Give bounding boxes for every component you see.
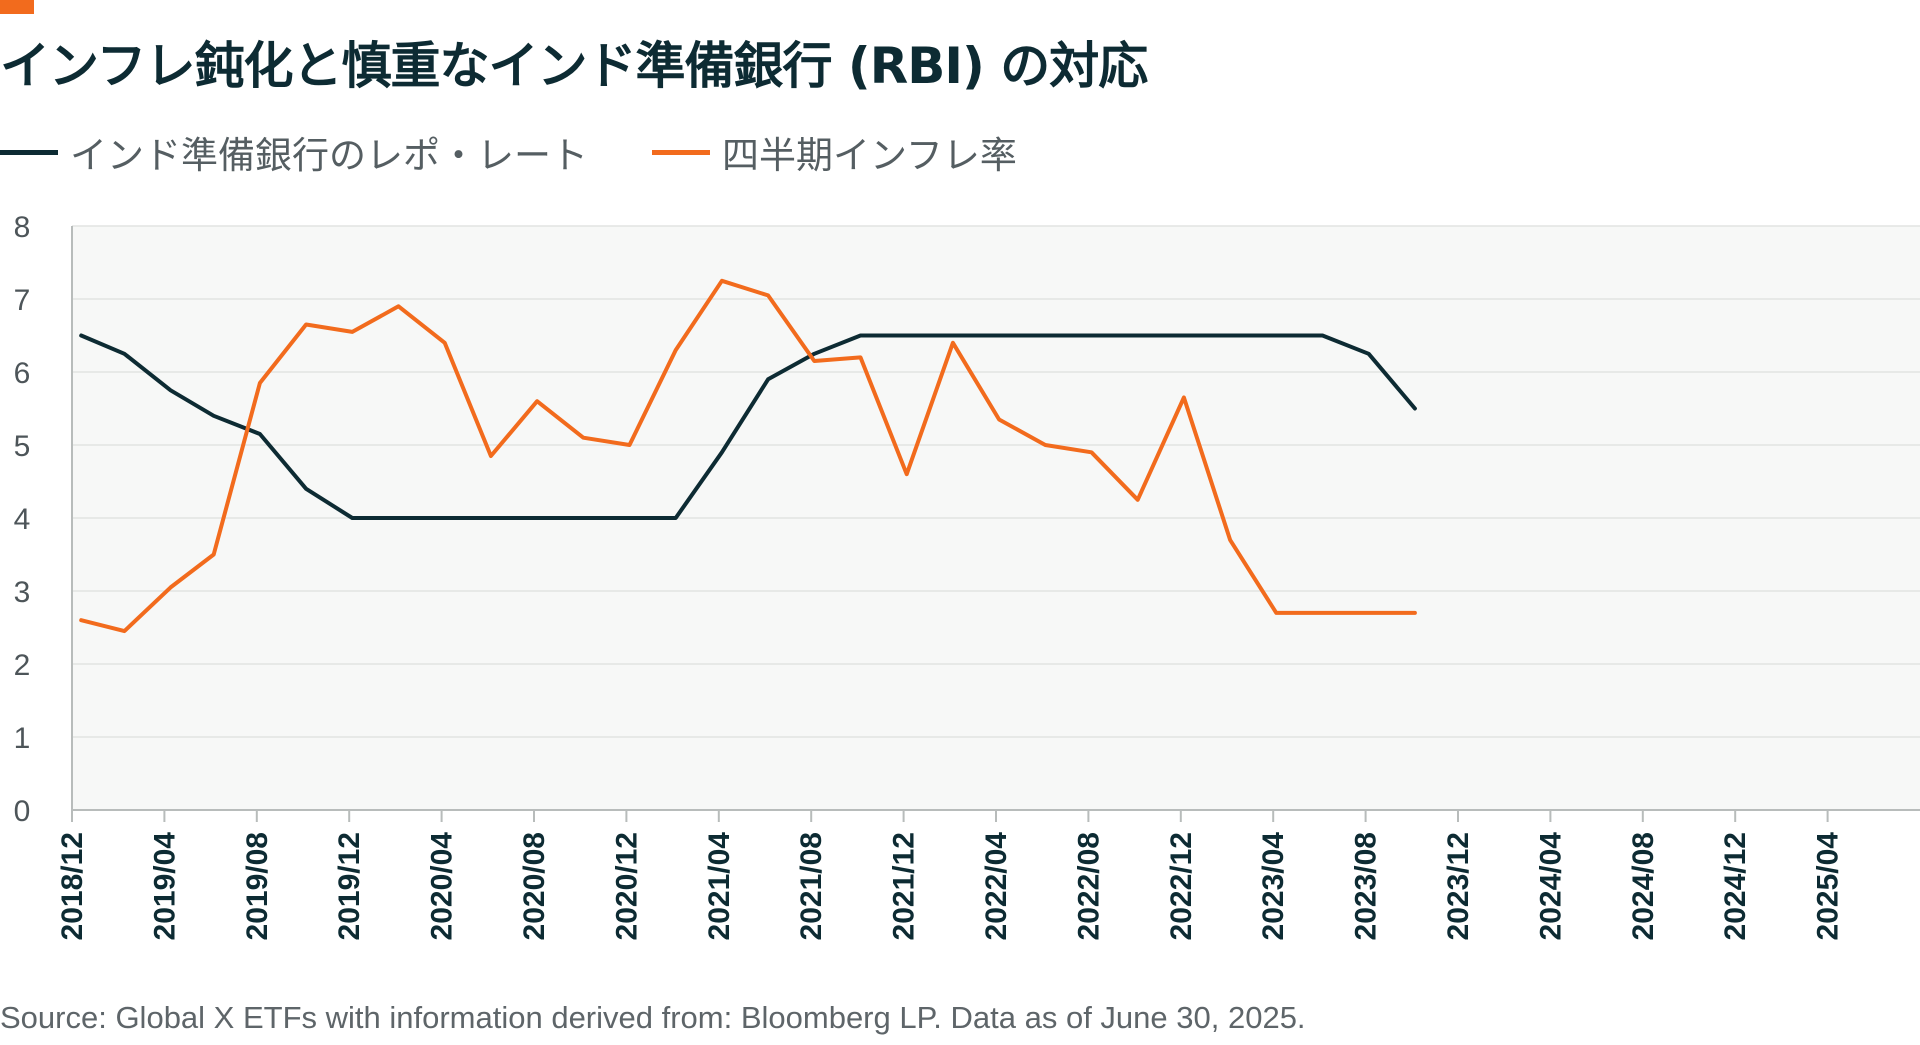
- y-tick-label: 0: [14, 795, 31, 828]
- legend-swatch-inflation: [652, 149, 710, 155]
- y-tick-label: 1: [14, 722, 31, 755]
- line-chart: 0 1 2 3 4 5 6 7 8 2018/12 2019/04 2019/08 2019/12 202…: [14, 211, 1920, 941]
- y-tick-label: 7: [14, 284, 31, 317]
- x-tick-label: 2024/12: [1719, 832, 1752, 940]
- chart-title: インフレ鈍化と慎重なインド準備銀行 (RBI) の対応: [0, 37, 1148, 95]
- source-note: Source: Global X ETFs with information d…: [0, 1000, 1306, 1035]
- title-accent-bar: [0, 0, 34, 14]
- legend-item-inflation: 四半期インフレ率: [652, 125, 1017, 179]
- x-tick-label: 2025/04: [1812, 832, 1845, 941]
- y-tick-label: 4: [14, 503, 31, 536]
- x-tick-label: 2019/08: [241, 832, 274, 940]
- repo-rate-line: [79, 333, 1417, 520]
- y-tick-label: 6: [14, 357, 31, 390]
- x-tick-label: 2020/08: [518, 832, 551, 940]
- legend-label-repo-rate: インド準備銀行のレポ・レート: [70, 134, 588, 177]
- x-tick-label: 2023/04: [1257, 832, 1290, 941]
- x-tick-label: 2020/04: [426, 832, 459, 941]
- x-tick-label: 2021/04: [703, 832, 736, 941]
- x-tick-label: 2023/08: [1350, 832, 1383, 940]
- x-tick-label: 2020/12: [610, 832, 643, 940]
- legend: インド準備銀行のレポ・レート 四半期インフレ率: [0, 125, 1081, 179]
- x-tick-label: 2022/12: [1165, 832, 1198, 940]
- x-tick-label: 2019/04: [148, 832, 181, 941]
- legend-item-repo-rate: インド準備銀行のレポ・レート: [0, 125, 588, 179]
- x-tick-label: 2018/12: [56, 832, 89, 940]
- inflation-line: [79, 278, 1417, 634]
- y-tick-label: 5: [14, 430, 31, 463]
- x-tick-label: 2022/04: [980, 832, 1013, 941]
- y-tick-label: 8: [14, 211, 31, 244]
- x-tick-label: 2024/08: [1627, 832, 1660, 940]
- x-tick-label: 2023/12: [1442, 832, 1475, 940]
- x-tick-label: 2021/08: [795, 832, 828, 940]
- x-tick-label: 2022/08: [1072, 832, 1105, 940]
- x-tick-label: 2021/12: [888, 832, 921, 940]
- y-tick-label: 2: [14, 649, 31, 682]
- x-tick-label: 2024/04: [1534, 832, 1567, 941]
- legend-swatch-repo-rate: [0, 149, 58, 155]
- x-tick-label: 2019/12: [333, 832, 366, 940]
- y-tick-label: 3: [14, 576, 31, 609]
- legend-label-inflation: 四半期インフレ率: [722, 134, 1017, 177]
